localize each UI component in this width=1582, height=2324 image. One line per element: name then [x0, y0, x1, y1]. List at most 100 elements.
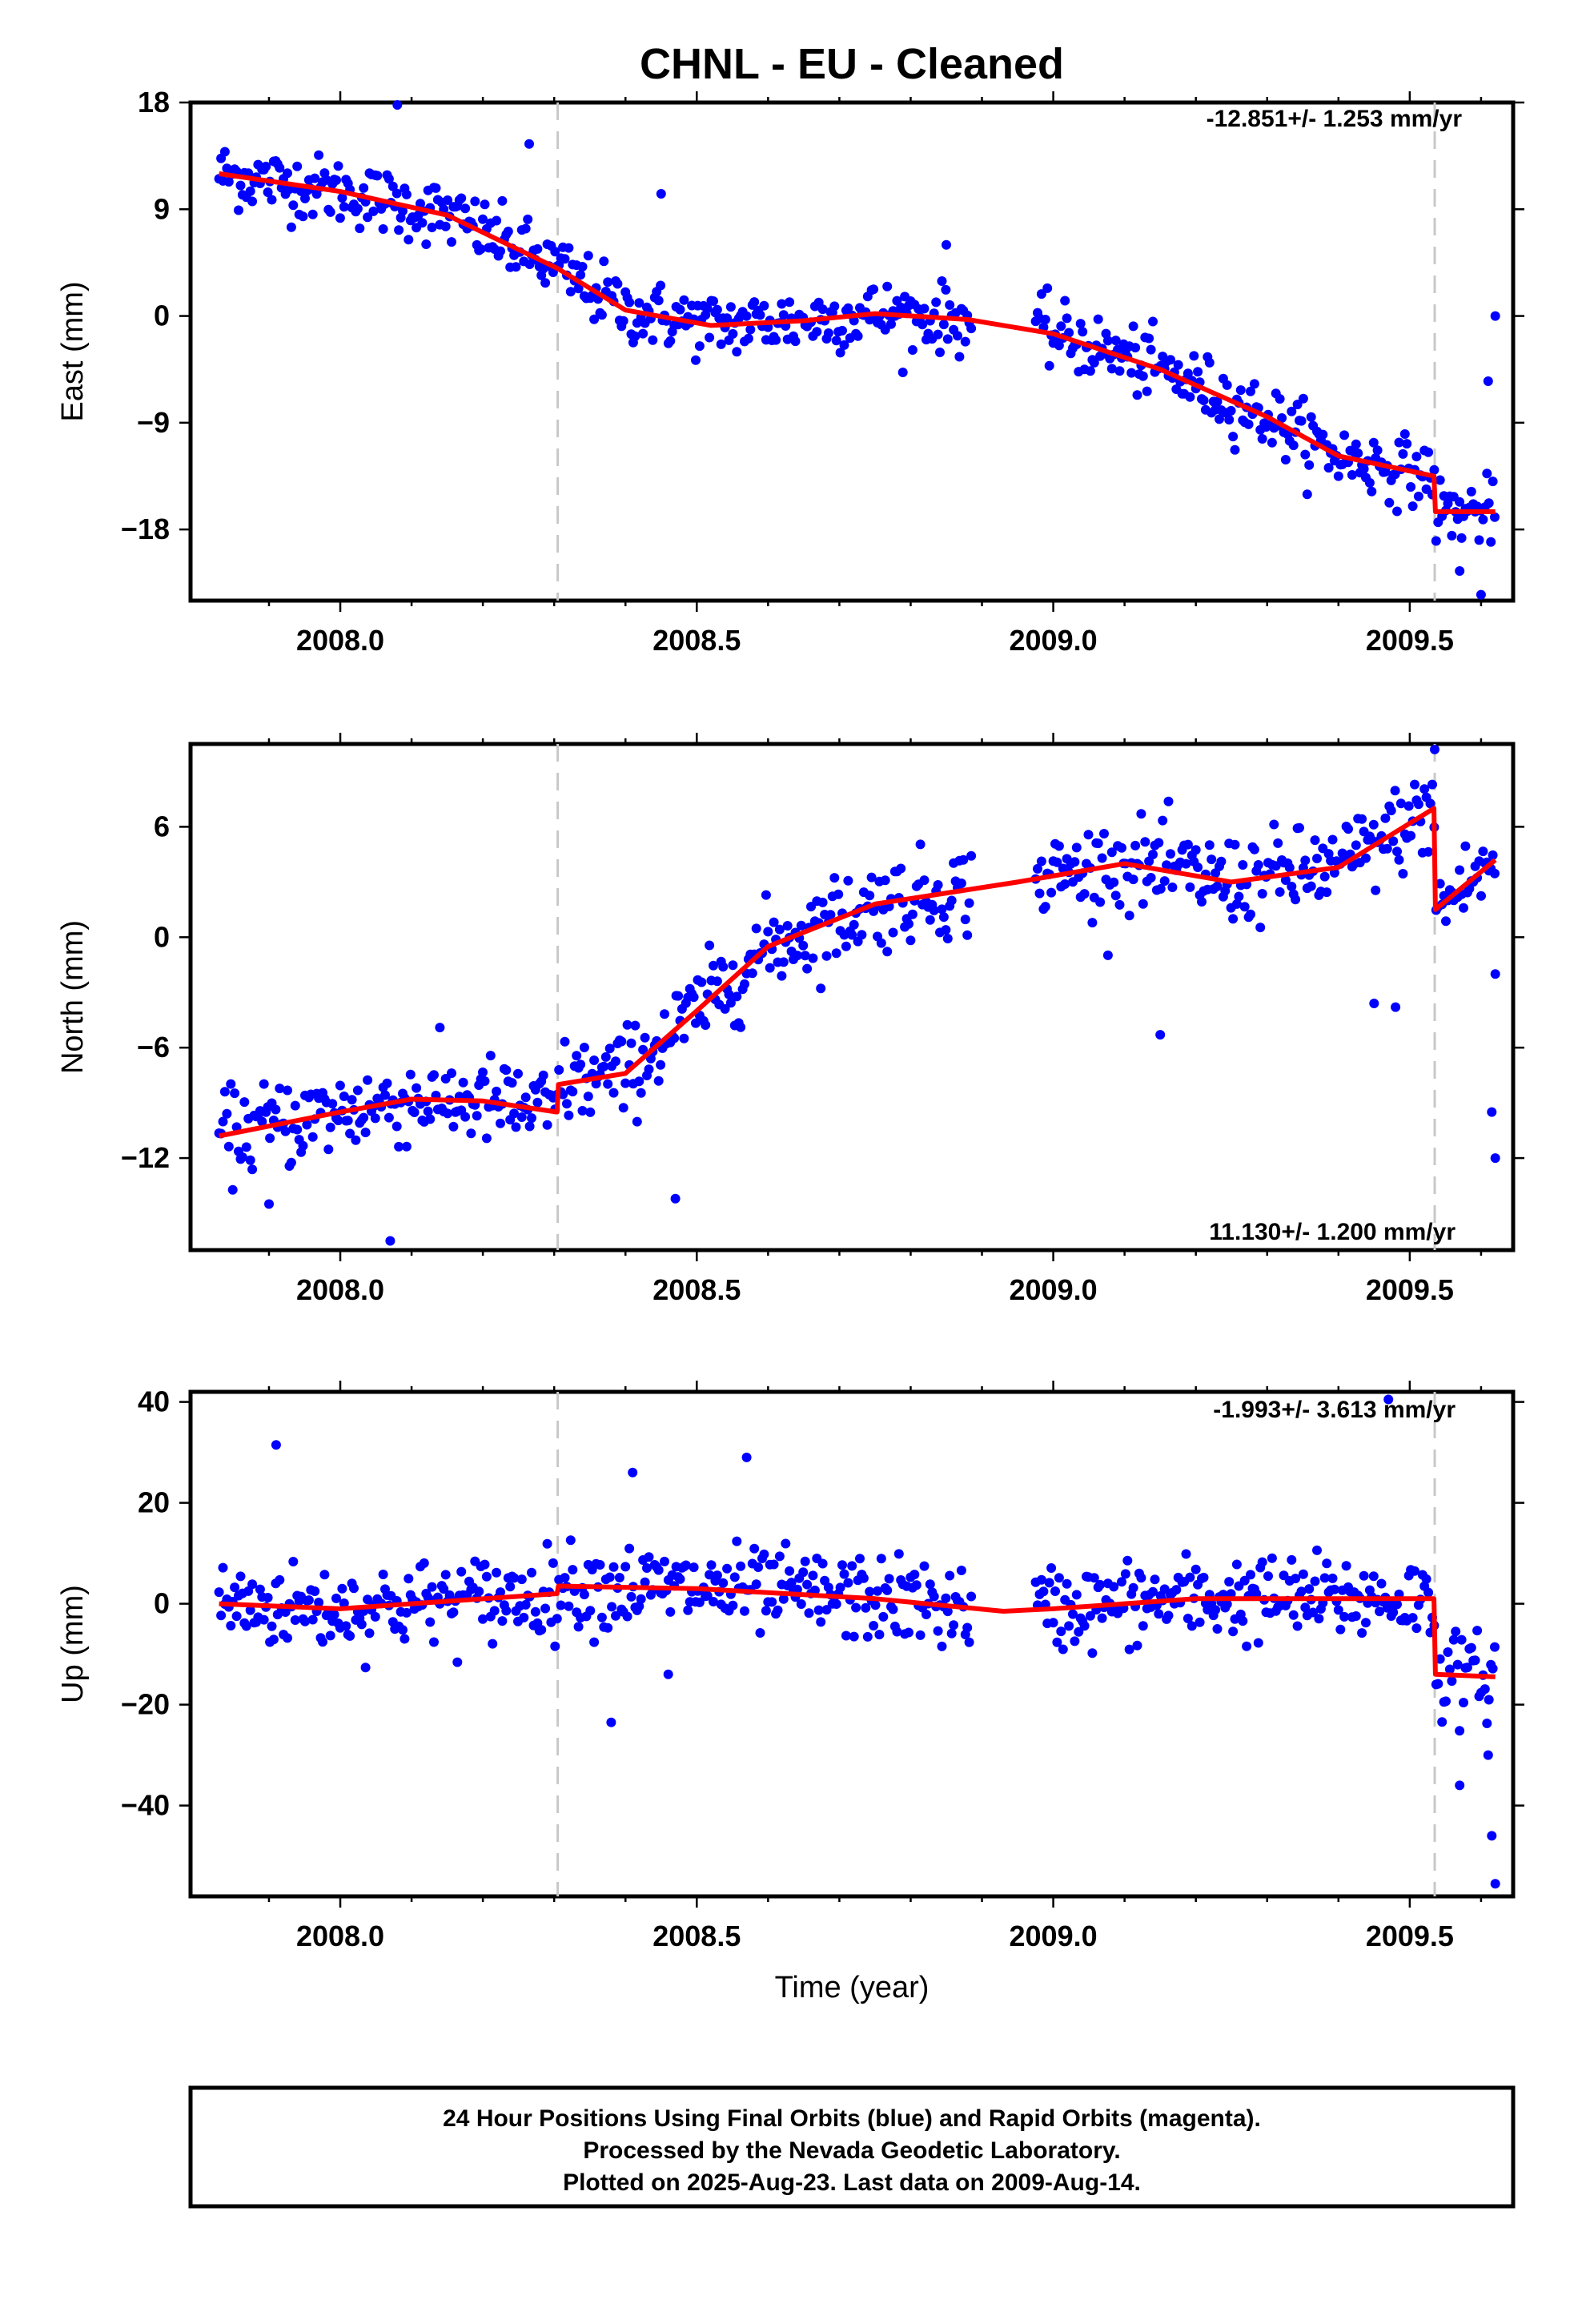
up-point	[1310, 1576, 1320, 1586]
up-point	[767, 1597, 777, 1607]
up-point	[941, 1593, 951, 1603]
up-point	[964, 1637, 974, 1647]
up-point	[1359, 1570, 1369, 1581]
north-point	[697, 977, 707, 987]
up-point	[501, 1606, 512, 1616]
up-point	[1291, 1574, 1301, 1584]
east-point	[1036, 289, 1046, 300]
up-point	[1251, 1589, 1262, 1599]
east-point	[1193, 367, 1203, 377]
east-point	[919, 304, 930, 314]
east-point	[716, 339, 726, 349]
east-point	[417, 218, 428, 228]
up-point	[1455, 1780, 1465, 1791]
east-point	[1364, 477, 1375, 488]
up-point	[520, 1599, 531, 1610]
north-point	[562, 1099, 572, 1109]
up-point	[728, 1600, 738, 1610]
north-point	[435, 1023, 445, 1033]
north-point	[1368, 819, 1379, 830]
up-point	[624, 1543, 635, 1554]
up-point	[231, 1611, 242, 1622]
east-point	[223, 177, 234, 187]
north-point	[577, 1106, 588, 1116]
north-point	[882, 947, 893, 957]
up-point	[452, 1657, 463, 1667]
east-point	[896, 302, 906, 312]
east-point	[383, 174, 394, 184]
north-point	[280, 1126, 291, 1136]
east-ytick-label: 18	[138, 86, 170, 119]
up-point	[798, 1567, 809, 1578]
up-point	[873, 1586, 882, 1596]
north-point	[401, 1141, 412, 1152]
north-point	[1155, 883, 1166, 894]
north-point	[1110, 891, 1121, 901]
up-point	[874, 1630, 885, 1640]
east-point	[656, 280, 666, 291]
up-point	[404, 1574, 414, 1584]
up-point	[736, 1561, 746, 1571]
east-point	[1406, 482, 1416, 492]
north-point	[709, 960, 718, 971]
up-point	[564, 1601, 574, 1611]
up-point	[1322, 1558, 1332, 1569]
north-point	[1478, 846, 1488, 857]
east-point	[1398, 448, 1408, 459]
north-point	[736, 1022, 746, 1032]
north-point	[962, 930, 973, 940]
up-point	[1148, 1586, 1158, 1597]
east-ytick-label: −9	[137, 406, 170, 439]
east-point	[1372, 445, 1383, 456]
east-point	[431, 183, 441, 193]
up-point	[1054, 1573, 1064, 1583]
east-point	[618, 316, 628, 326]
east-point	[1185, 392, 1195, 402]
up-point	[1138, 1621, 1148, 1631]
east-point	[1482, 468, 1492, 479]
north-point	[241, 1142, 251, 1152]
up-point	[1074, 1626, 1084, 1637]
north-point	[769, 917, 779, 927]
east-point	[886, 319, 896, 329]
up-point	[423, 1592, 433, 1602]
east-point	[837, 325, 847, 336]
north-point	[1166, 849, 1175, 859]
up-point	[1351, 1611, 1361, 1621]
east-point	[599, 256, 609, 267]
up-point	[1070, 1636, 1080, 1647]
east-point	[596, 310, 607, 320]
east-point	[447, 237, 456, 247]
north-point	[1099, 829, 1109, 838]
north-point	[960, 915, 970, 925]
up-point	[675, 1574, 685, 1584]
east-point	[1488, 476, 1498, 487]
up-point	[235, 1571, 246, 1582]
up-point	[862, 1631, 873, 1642]
up-point	[1079, 1621, 1090, 1631]
up-point	[481, 1571, 492, 1582]
up-point	[606, 1717, 616, 1727]
north-point	[1052, 857, 1062, 867]
up-point	[1171, 1585, 1182, 1595]
up-point	[1335, 1624, 1346, 1634]
east-point	[1146, 344, 1156, 355]
north-point	[394, 1141, 404, 1152]
north-point	[905, 935, 916, 946]
east-point	[843, 303, 853, 313]
north-point	[673, 991, 684, 1001]
up-point	[749, 1543, 760, 1554]
north-point	[1140, 837, 1150, 847]
north-point	[1238, 860, 1248, 870]
north-point	[1284, 862, 1295, 873]
up-point	[214, 1587, 224, 1598]
up-point	[904, 1627, 913, 1638]
north-point	[888, 927, 898, 938]
north-point	[554, 1065, 564, 1075]
east-point	[1249, 379, 1259, 389]
east-point	[398, 206, 408, 216]
up-point	[360, 1663, 371, 1673]
north-point	[929, 905, 939, 915]
up-point	[1487, 1831, 1497, 1841]
